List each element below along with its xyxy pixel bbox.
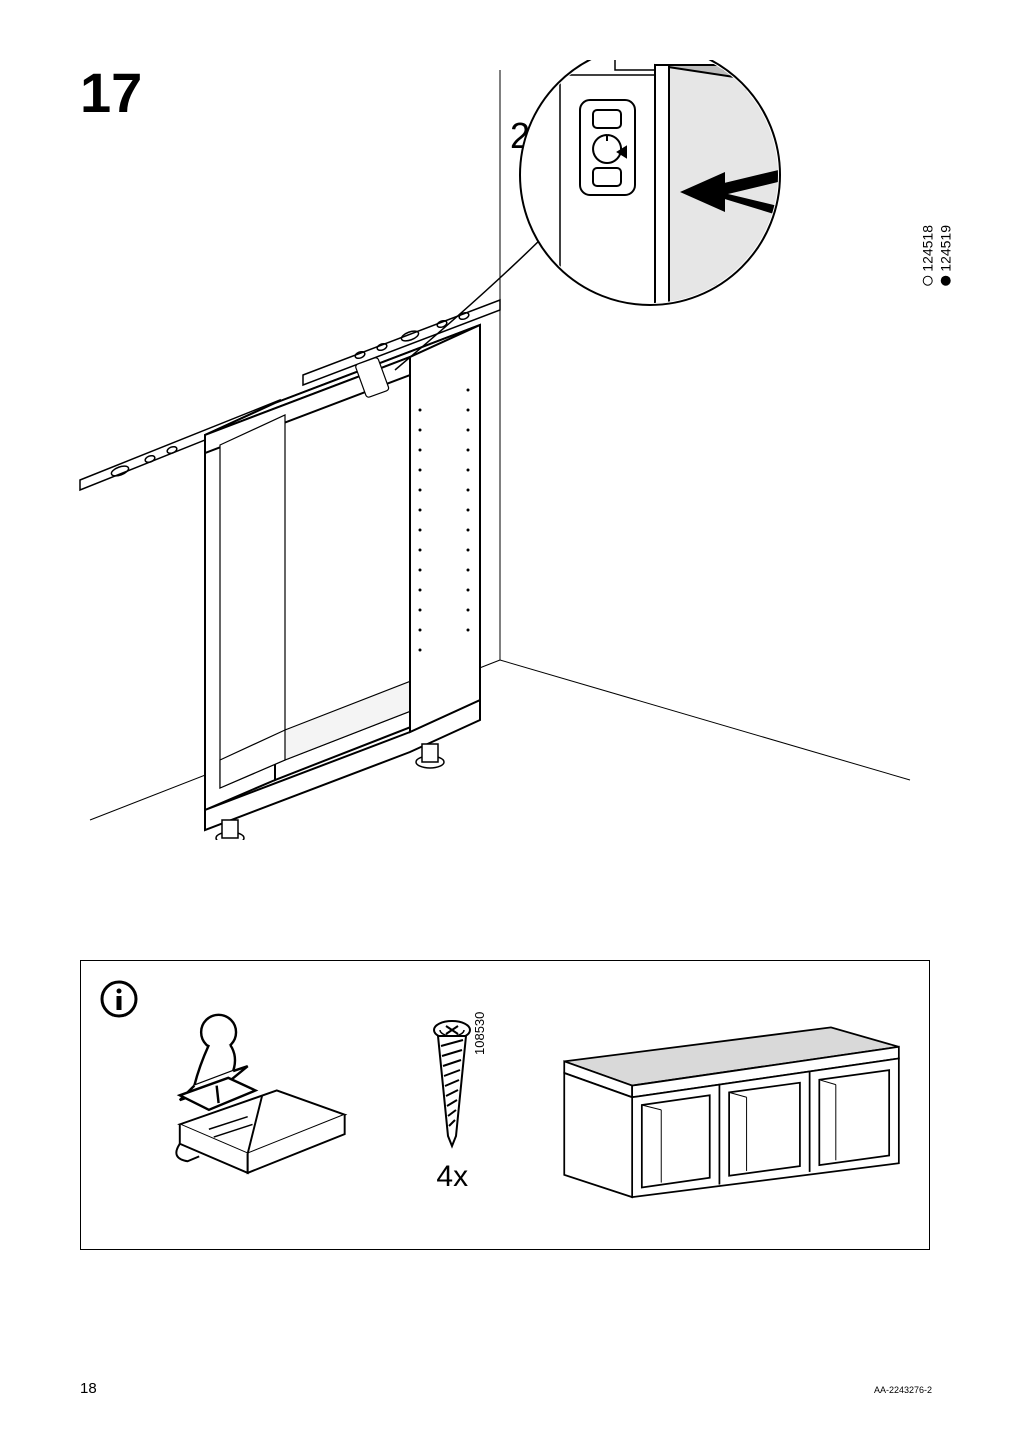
instruction-page: 17 2x: [0, 0, 1012, 1432]
main-illustration: [60, 60, 940, 840]
screw-part-number: 108530: [472, 1012, 487, 1055]
circle-filled-icon: [941, 276, 951, 286]
countertop-illustration: [540, 1005, 909, 1205]
part-number-2: 124519: [937, 225, 955, 272]
screw-quantity: 4x: [436, 1160, 468, 1194]
info-icon: [99, 979, 139, 1019]
page-footer: 18 AA-2243276-2: [80, 1380, 932, 1397]
circle-open-icon: [923, 276, 933, 286]
document-id: AA-2243276-2: [874, 1385, 932, 1395]
info-box: 108530 4x: [80, 960, 930, 1250]
page-number: 18: [80, 1380, 97, 1397]
screw-block: 108530 4x: [394, 995, 510, 1215]
part-number-1: 124518: [919, 225, 937, 272]
booklet-illustration: [141, 995, 364, 1215]
part-number-legend: 124518 124519: [919, 225, 955, 286]
